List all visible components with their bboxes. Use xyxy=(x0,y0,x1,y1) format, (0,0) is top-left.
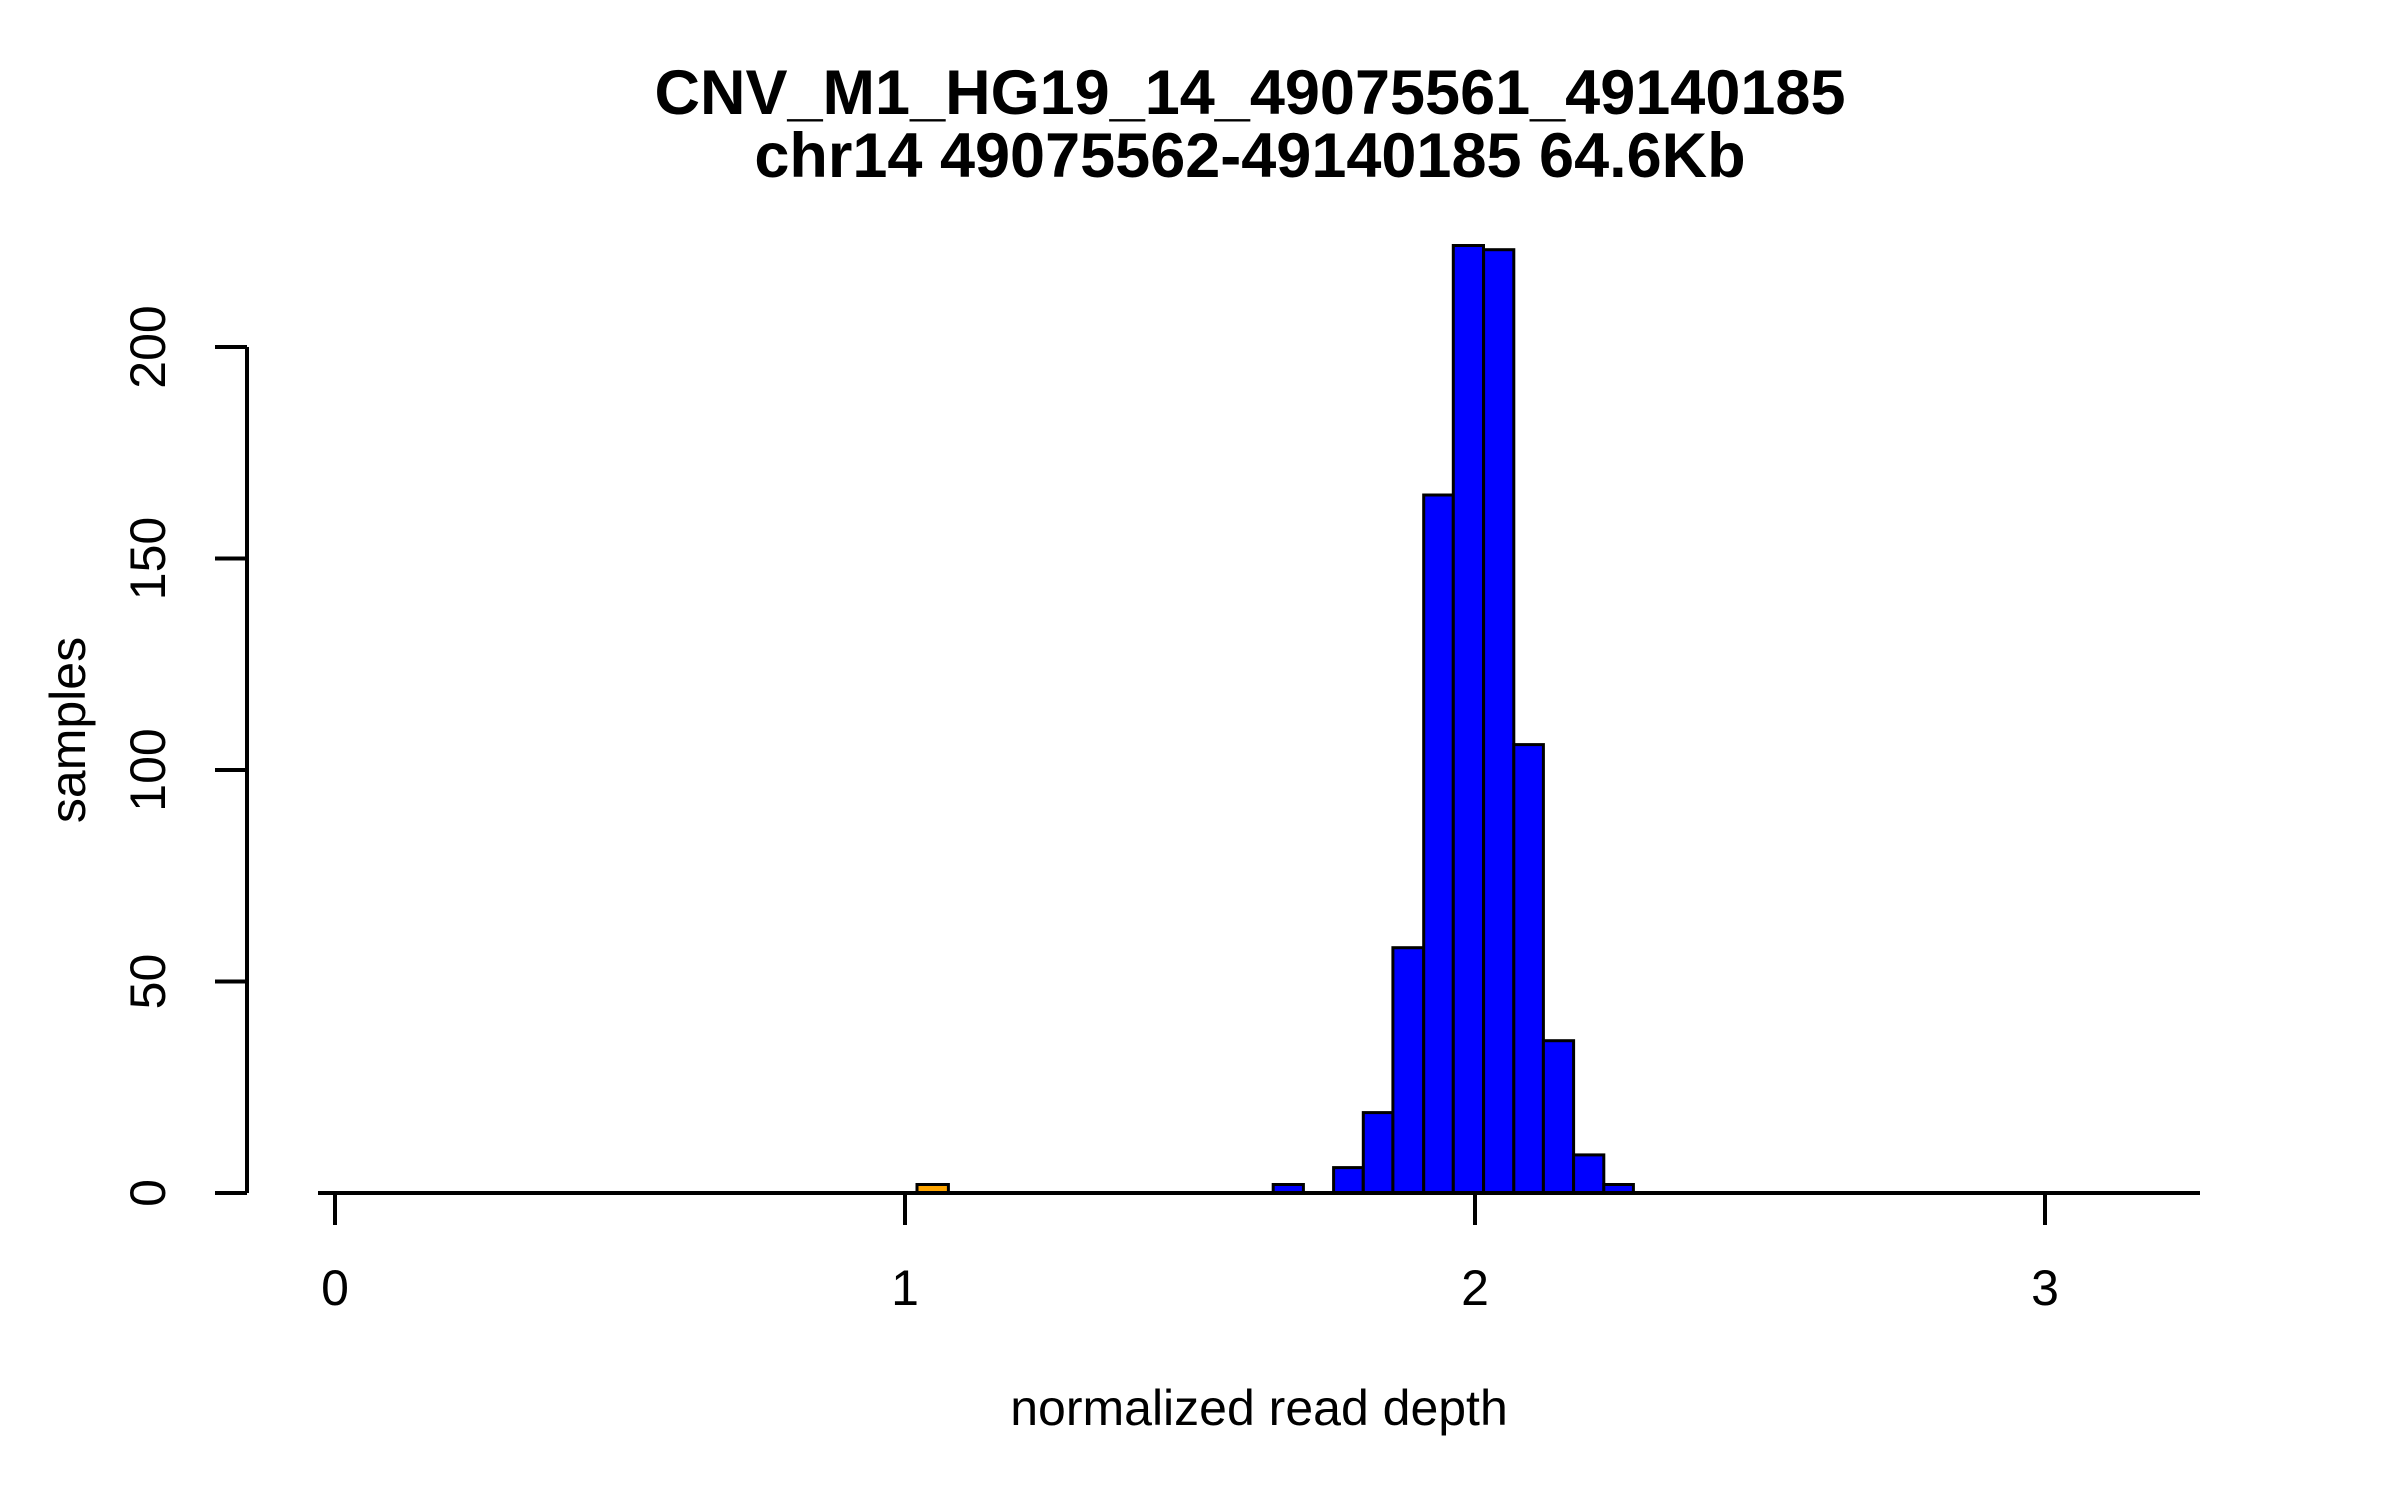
x-tick-label: 0 xyxy=(321,1260,349,1316)
x-tick-label: 2 xyxy=(1461,1260,1489,1316)
y-tick-label: 200 xyxy=(120,305,176,388)
histogram-bar xyxy=(1541,1039,1576,1195)
chart-subtitle: chr14 49075562-49140185 64.6Kb xyxy=(754,121,1746,191)
histogram-bar xyxy=(1332,1166,1365,1195)
histogram-bar xyxy=(1361,1111,1395,1195)
histogram-bar xyxy=(1512,743,1545,1195)
y-axis-label: samples xyxy=(40,636,96,824)
chart-title: CNV_M1_HG19_14_49075561_49140185 xyxy=(654,58,1846,128)
histogram-bar xyxy=(1422,493,1455,1195)
histogram-bar xyxy=(1391,946,1426,1195)
x-axis-label: normalized read depth xyxy=(1010,1380,1508,1436)
y-tick-label: 100 xyxy=(120,728,176,811)
x-tick-label: 1 xyxy=(891,1260,919,1316)
y-tick-label: 0 xyxy=(120,1179,176,1207)
y-tick-label: 150 xyxy=(120,517,176,600)
histogram-bar xyxy=(1451,244,1486,1195)
x-tick-label: 3 xyxy=(2031,1260,2059,1316)
histogram-bar xyxy=(1572,1153,1606,1195)
histogram-bar xyxy=(1482,248,1516,1195)
y-tick-label: 50 xyxy=(120,954,176,1010)
